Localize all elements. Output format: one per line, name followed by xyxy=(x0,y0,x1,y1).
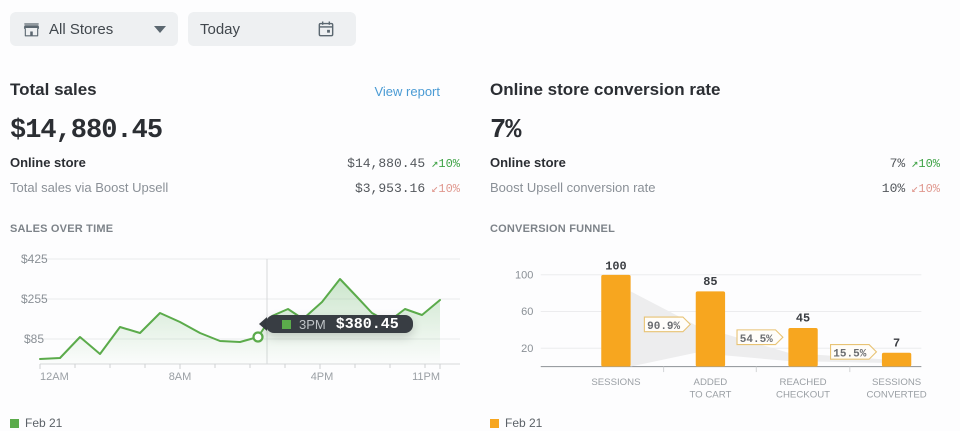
svg-text:SESSIONS: SESSIONS xyxy=(591,377,640,388)
svg-text:8AM: 8AM xyxy=(169,371,192,383)
svg-text:12AM: 12AM xyxy=(40,371,69,383)
svg-text:11PM: 11PM xyxy=(412,371,440,383)
svg-text:100: 100 xyxy=(515,270,533,282)
svg-text:SESSIONS: SESSIONS xyxy=(872,377,921,388)
svg-text:REACHED: REACHED xyxy=(780,377,827,388)
svg-text:$255: $255 xyxy=(21,292,48,306)
svg-text:100: 100 xyxy=(605,259,626,273)
svg-text:4PM: 4PM xyxy=(311,371,334,383)
svg-text:CHECKOUT: CHECKOUT xyxy=(776,390,830,401)
svg-text:CONVERTED: CONVERTED xyxy=(866,390,926,401)
svg-text:ADDED: ADDED xyxy=(694,377,728,388)
svg-text:TO CART: TO CART xyxy=(689,390,731,401)
svg-text:90.9%: 90.9% xyxy=(647,321,680,333)
svg-text:20: 20 xyxy=(521,343,533,355)
svg-text:15.5%: 15.5% xyxy=(833,348,866,360)
svg-text:85: 85 xyxy=(703,275,717,289)
svg-text:7: 7 xyxy=(893,336,900,350)
svg-text:45: 45 xyxy=(796,312,810,326)
svg-text:54.5%: 54.5% xyxy=(740,334,773,346)
svg-text:$425: $425 xyxy=(21,252,48,266)
svg-text:$85: $85 xyxy=(24,332,44,346)
svg-text:60: 60 xyxy=(521,306,533,318)
